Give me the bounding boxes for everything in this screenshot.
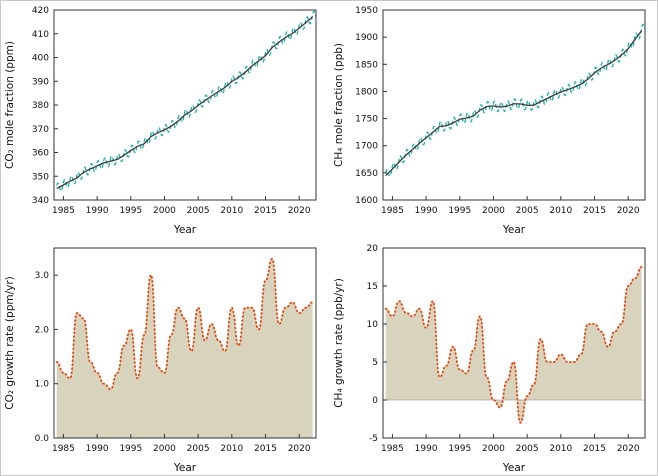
svg-text:CO₂ mole fraction (ppm): CO₂ mole fraction (ppm) bbox=[4, 41, 16, 169]
svg-text:15: 15 bbox=[367, 282, 378, 292]
svg-text:Year: Year bbox=[502, 462, 526, 474]
svg-text:2005: 2005 bbox=[187, 444, 210, 454]
svg-text:2010: 2010 bbox=[220, 206, 243, 216]
svg-text:1800: 1800 bbox=[355, 87, 378, 97]
svg-text:2015: 2015 bbox=[583, 444, 606, 454]
svg-text:2000: 2000 bbox=[153, 206, 176, 216]
svg-text:400: 400 bbox=[32, 54, 49, 64]
svg-text:410: 410 bbox=[32, 30, 49, 40]
svg-text:2000: 2000 bbox=[482, 444, 505, 454]
svg-text:3.0: 3.0 bbox=[35, 271, 50, 281]
svg-text:2015: 2015 bbox=[254, 206, 277, 216]
svg-text:1985: 1985 bbox=[381, 206, 404, 216]
svg-text:0: 0 bbox=[372, 396, 378, 406]
svg-text:1950: 1950 bbox=[355, 6, 378, 16]
svg-text:20: 20 bbox=[367, 244, 379, 254]
svg-text:380: 380 bbox=[32, 101, 49, 111]
co2-growth-rate-panel: 1985 1990 1995 2000 2005 2010 2015 2020 0.0 1.0 2.… bbox=[0, 238, 329, 476]
svg-text:2010: 2010 bbox=[549, 444, 572, 454]
svg-text:1985: 1985 bbox=[52, 206, 75, 216]
svg-text:2020: 2020 bbox=[288, 206, 311, 216]
svg-text:2020: 2020 bbox=[617, 444, 640, 454]
co2-growth-rate-chart: 1985 1990 1995 2000 2005 2010 2015 2020 0.0 1.0 2.… bbox=[4, 247, 317, 474]
svg-text:2005: 2005 bbox=[516, 206, 539, 216]
svg-text:1850: 1850 bbox=[355, 60, 378, 70]
svg-text:2015: 2015 bbox=[254, 444, 277, 454]
svg-text:CH₄ mole fraction (ppb): CH₄ mole fraction (ppb) bbox=[333, 43, 345, 167]
svg-text:1600: 1600 bbox=[355, 196, 378, 206]
svg-text:1995: 1995 bbox=[119, 206, 142, 216]
ch4-mole-fraction-panel: 1985 1990 1995 2000 2005 2010 2015 2020 1600 1650… bbox=[329, 0, 658, 238]
svg-text:0.0: 0.0 bbox=[35, 434, 50, 444]
svg-text:1990: 1990 bbox=[415, 206, 438, 216]
svg-text:1700: 1700 bbox=[355, 142, 378, 152]
svg-text:1990: 1990 bbox=[86, 444, 109, 454]
svg-text:420: 420 bbox=[32, 6, 49, 16]
ch4-growth-rate-chart: 1985 1990 1995 2000 2005 2010 2015 2020 -5 0 5 10 15… bbox=[333, 244, 646, 474]
svg-text:1985: 1985 bbox=[381, 444, 404, 454]
svg-text:1990: 1990 bbox=[86, 206, 109, 216]
svg-text:2.0: 2.0 bbox=[35, 325, 50, 335]
svg-text:2015: 2015 bbox=[583, 206, 606, 216]
svg-text:2000: 2000 bbox=[153, 444, 176, 454]
co2-mole-fraction-chart: 1985 1990 1995 2000 2005 2010 2015 2020 340 350 36… bbox=[4, 6, 317, 236]
svg-text:10: 10 bbox=[367, 320, 379, 330]
svg-text:1990: 1990 bbox=[415, 444, 438, 454]
svg-text:1.0: 1.0 bbox=[35, 380, 50, 390]
svg-text:Year: Year bbox=[173, 224, 197, 236]
svg-text:2005: 2005 bbox=[516, 444, 539, 454]
svg-text:360: 360 bbox=[32, 149, 49, 159]
svg-text:1995: 1995 bbox=[448, 444, 471, 454]
svg-text:2010: 2010 bbox=[549, 206, 572, 216]
ch4-growth-rate-panel: 1985 1990 1995 2000 2005 2010 2015 2020 -5 0 5 10 15… bbox=[329, 238, 658, 476]
svg-text:-5: -5 bbox=[369, 434, 378, 444]
svg-text:5: 5 bbox=[372, 358, 378, 368]
svg-text:1650: 1650 bbox=[355, 169, 378, 179]
svg-text:1995: 1995 bbox=[119, 444, 142, 454]
svg-text:1900: 1900 bbox=[355, 33, 378, 43]
svg-text:Year: Year bbox=[173, 462, 197, 474]
svg-text:Year: Year bbox=[502, 224, 526, 236]
svg-text:1750: 1750 bbox=[355, 115, 378, 125]
svg-text:CH₄ growth rate (ppb/yr): CH₄ growth rate (ppb/yr) bbox=[333, 278, 345, 408]
svg-text:2020: 2020 bbox=[288, 444, 311, 454]
co2-mole-fraction-panel: 1985 1990 1995 2000 2005 2010 2015 2020 340 350 36… bbox=[0, 0, 329, 238]
svg-text:CO₂ growth rate (ppm/yr): CO₂ growth rate (ppm/yr) bbox=[4, 276, 16, 410]
svg-text:2005: 2005 bbox=[187, 206, 210, 216]
svg-text:370: 370 bbox=[32, 125, 49, 135]
svg-text:2000: 2000 bbox=[482, 206, 505, 216]
svg-text:1985: 1985 bbox=[52, 444, 75, 454]
svg-text:2020: 2020 bbox=[617, 206, 640, 216]
svg-text:1995: 1995 bbox=[448, 206, 471, 216]
svg-text:340: 340 bbox=[32, 196, 49, 206]
svg-text:350: 350 bbox=[32, 172, 49, 182]
ch4-mole-fraction-chart: 1985 1990 1995 2000 2005 2010 2015 2020 1600 1650… bbox=[333, 6, 646, 236]
svg-text:2010: 2010 bbox=[220, 444, 243, 454]
svg-text:390: 390 bbox=[32, 77, 49, 87]
